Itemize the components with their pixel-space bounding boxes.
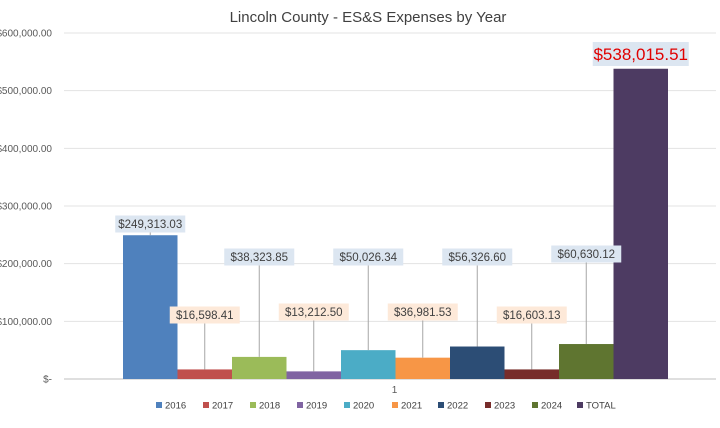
- x-tick-label: 1: [392, 385, 398, 396]
- bars: [123, 68, 668, 380]
- legend-label: 2020: [353, 401, 374, 412]
- legend-swatch: [438, 402, 444, 408]
- data-label-background: [115, 215, 186, 233]
- legend-label: 2023: [494, 401, 515, 412]
- bar-2023: [504, 369, 559, 379]
- data-label-total: $538,015.51: [593, 45, 688, 64]
- bar-2020: [341, 350, 396, 379]
- legend-swatch: [156, 402, 162, 408]
- legend: 2016 2017 2018 2019 2020 2021 2022 2023 2024 TOTA…: [156, 401, 616, 412]
- legend-swatch: [392, 402, 398, 408]
- data-label-background: [551, 245, 622, 263]
- data-label-2016: $249,313.03: [118, 219, 182, 231]
- legend-label: 2024: [541, 401, 562, 412]
- data-label-2018: $38,323.85: [230, 252, 288, 264]
- legend-label: 2019: [306, 401, 327, 412]
- data-label-background: [333, 248, 404, 266]
- legend-label: 2017: [212, 401, 233, 412]
- bar-2022: [450, 346, 505, 379]
- x-axis-ticks: 1: [392, 385, 398, 396]
- data-label-background: [387, 303, 458, 321]
- bar-2017: [177, 369, 232, 379]
- y-tick-label: $200,000.00: [0, 259, 52, 270]
- bar-2021: [395, 357, 450, 379]
- legend-swatch: [532, 402, 538, 408]
- data-label-2024: $60,630.12: [557, 249, 615, 261]
- data-label-2021: $36,981.53: [394, 307, 452, 319]
- data-label-2022: $56,326.60: [448, 252, 506, 264]
- data-labels: $249,313.03 $16,598.41 $38,323.85 $13,212.5…: [115, 42, 689, 324]
- label-leader-lines: [149, 232, 587, 372]
- y-tick-label: $100,000.00: [0, 317, 52, 328]
- data-label-background: [592, 42, 689, 66]
- data-label-2019: $13,212.50: [285, 307, 343, 319]
- data-label-background: [224, 248, 295, 266]
- legend-swatch: [344, 402, 350, 408]
- bar-total: [613, 68, 668, 380]
- legend-swatch: [297, 402, 303, 408]
- bar-2019: [286, 371, 341, 379]
- data-label-background: [442, 248, 513, 266]
- legend-swatch: [485, 402, 491, 408]
- chart-title: Lincoln County - ES&S Expenses by Year: [230, 9, 507, 26]
- legend-label: 2022: [447, 401, 468, 412]
- data-label-2020: $50,026.34: [339, 252, 397, 264]
- legend-label: 2018: [259, 401, 280, 412]
- y-tick-label: $300,000.00: [0, 202, 52, 213]
- y-tick-label: $500,000.00: [0, 86, 52, 97]
- bar-2018: [232, 356, 287, 379]
- bar-2024: [559, 344, 614, 379]
- bar-2016: [123, 235, 178, 379]
- data-label-background: [169, 306, 240, 324]
- data-label-background: [278, 303, 349, 321]
- legend-swatch: [577, 402, 583, 408]
- legend-label: 2016: [165, 401, 186, 412]
- legend-label: TOTAL: [586, 401, 616, 412]
- legend-swatch: [250, 402, 256, 408]
- legend-swatch: [203, 402, 209, 408]
- data-label-2023: $16,603.13: [503, 310, 561, 322]
- legend-label: 2021: [401, 401, 422, 412]
- y-axis-ticks: $- $100,000.00 $200,000.00 $300,000.00 $400,…: [0, 29, 52, 386]
- data-label-2017: $16,598.41: [176, 310, 234, 322]
- y-tick-label: $-: [43, 375, 52, 386]
- y-tick-label: $400,000.00: [0, 144, 52, 155]
- data-label-background: [496, 306, 567, 324]
- y-tick-label: $600,000.00: [0, 29, 52, 40]
